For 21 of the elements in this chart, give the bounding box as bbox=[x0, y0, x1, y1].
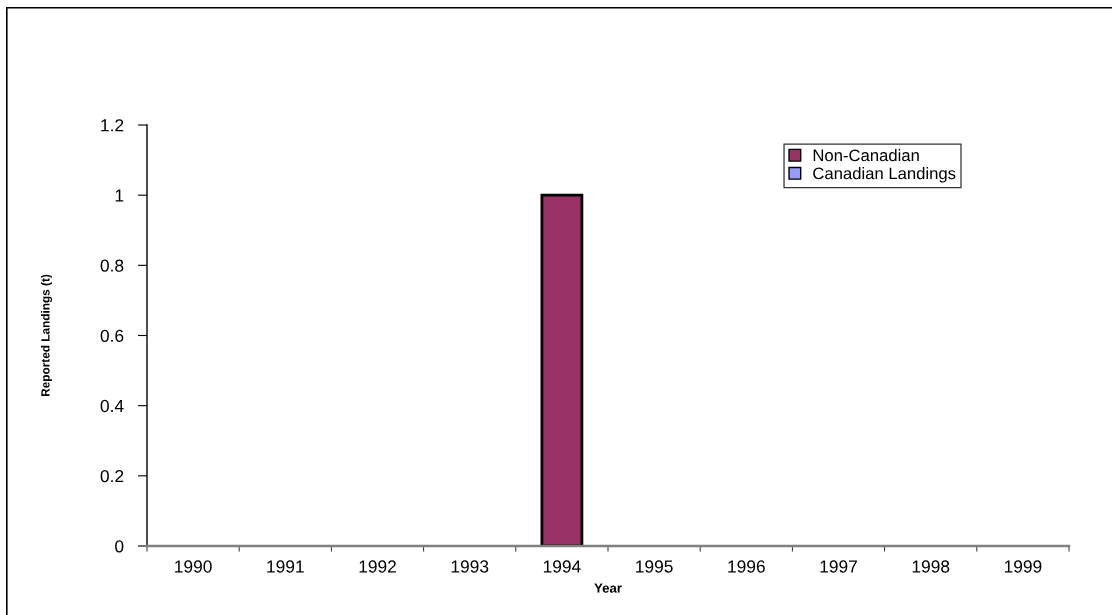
x-tick-label: 1994 bbox=[543, 560, 581, 573]
legend-label: Non-Canadian bbox=[813, 149, 919, 162]
x-tick-label: 1997 bbox=[820, 560, 857, 573]
y-tick-label: 0.4 bbox=[100, 399, 124, 413]
x-tick-label: 1995 bbox=[636, 560, 673, 573]
y-tick-label: 0.8 bbox=[100, 259, 124, 272]
x-tick-label: 1992 bbox=[359, 560, 396, 573]
y-tick-label: 1.2 bbox=[101, 119, 124, 132]
y-tick-label: 0 bbox=[115, 540, 124, 553]
y-tick-label: 0.6 bbox=[100, 329, 124, 342]
x-axis-title: Year bbox=[594, 583, 622, 593]
x-tick-label: 1996 bbox=[728, 560, 765, 573]
y-tick-label: 0.2 bbox=[100, 470, 124, 483]
x-tick-label: 1998 bbox=[912, 560, 950, 573]
x-tick-label: 1990 bbox=[175, 560, 212, 573]
x-tick-label: 1999 bbox=[1004, 560, 1042, 573]
legend-label: Canadian Landings bbox=[813, 167, 956, 183]
x-tick-label: 1993 bbox=[451, 560, 489, 573]
y-tick-label: 1 bbox=[115, 189, 124, 202]
x-tick-label: 1991 bbox=[267, 560, 304, 573]
y-axis-title: Reported Landings (t) bbox=[40, 274, 52, 397]
